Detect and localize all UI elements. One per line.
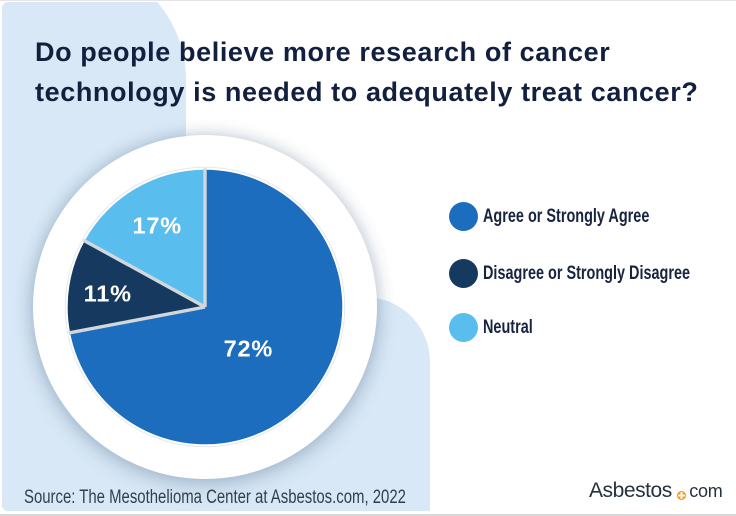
svg-text:72%: 72% [223,335,272,361]
svg-text:17%: 17% [132,213,181,239]
svg-text:11%: 11% [83,281,131,307]
